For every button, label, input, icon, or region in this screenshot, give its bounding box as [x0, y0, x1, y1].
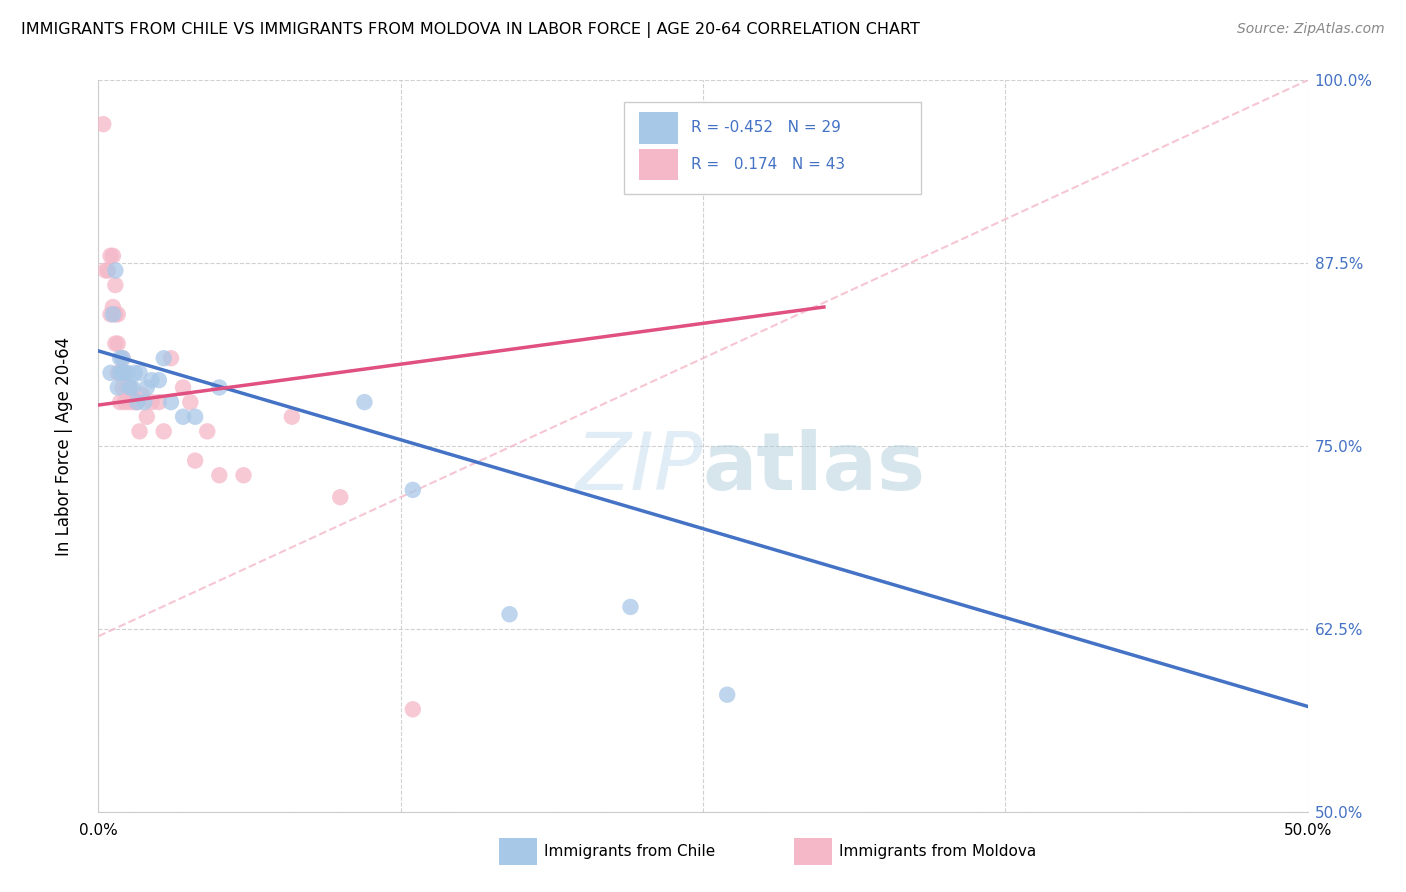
Point: [111, 366, 134, 380]
Point: [402, 483, 425, 497]
Point: [134, 395, 156, 409]
Bar: [638, 149, 678, 180]
Point: [104, 336, 127, 351]
Point: [329, 490, 352, 504]
Point: [498, 607, 520, 622]
Text: IMMIGRANTS FROM CHILE VS IMMIGRANTS FROM MOLDOVA IN LABOR FORCE | AGE 20-64 CORR: IMMIGRANTS FROM CHILE VS IMMIGRANTS FROM…: [21, 22, 920, 38]
Point: [111, 366, 134, 380]
Text: atlas: atlas: [703, 429, 927, 507]
Point: [101, 249, 124, 263]
Point: [208, 468, 231, 483]
Point: [208, 380, 231, 394]
Point: [716, 688, 738, 702]
Point: [117, 380, 139, 394]
Point: [148, 373, 170, 387]
Point: [108, 351, 131, 366]
Point: [111, 351, 134, 366]
Point: [135, 380, 157, 394]
Point: [100, 249, 122, 263]
Point: [353, 395, 375, 409]
Point: [121, 380, 143, 394]
Text: Immigrants from Chile: Immigrants from Chile: [544, 845, 716, 859]
Text: R = -0.452   N = 29: R = -0.452 N = 29: [690, 120, 841, 135]
Point: [107, 380, 129, 394]
Point: [128, 425, 150, 439]
Point: [135, 409, 157, 424]
Point: [195, 425, 218, 439]
Text: Source: ZipAtlas.com: Source: ZipAtlas.com: [1237, 22, 1385, 37]
Point: [118, 380, 141, 394]
Point: [128, 366, 150, 380]
Point: [91, 117, 114, 131]
Point: [100, 366, 122, 380]
Point: [114, 366, 136, 380]
Point: [152, 351, 174, 366]
Point: [141, 373, 163, 387]
Point: [107, 366, 129, 380]
Point: [402, 702, 425, 716]
Point: [104, 307, 127, 321]
Point: [101, 307, 124, 321]
Point: [141, 395, 163, 409]
Point: [107, 336, 129, 351]
Point: [172, 409, 194, 424]
Point: [179, 395, 201, 409]
Point: [118, 395, 141, 409]
Point: [281, 409, 304, 424]
Text: ZIP: ZIP: [575, 429, 703, 507]
Point: [97, 263, 120, 277]
Point: [108, 395, 131, 409]
Point: [104, 278, 127, 293]
Point: [121, 388, 143, 402]
Bar: [638, 112, 678, 144]
Point: [111, 351, 134, 366]
Point: [124, 395, 146, 409]
Point: [108, 366, 131, 380]
Text: Immigrants from Moldova: Immigrants from Moldova: [839, 845, 1036, 859]
Y-axis label: In Labor Force | Age 20-64: In Labor Force | Age 20-64: [55, 336, 73, 556]
Point: [124, 366, 146, 380]
Point: [114, 366, 136, 380]
Point: [107, 307, 129, 321]
Point: [114, 395, 136, 409]
Point: [184, 409, 207, 424]
Point: [160, 395, 183, 409]
Point: [152, 425, 174, 439]
Point: [111, 380, 134, 394]
Point: [108, 366, 131, 380]
Point: [148, 395, 170, 409]
Point: [94, 263, 117, 277]
Point: [101, 300, 124, 314]
Point: [232, 468, 254, 483]
Point: [127, 395, 149, 409]
Point: [131, 388, 153, 402]
Point: [127, 395, 149, 409]
Point: [100, 307, 122, 321]
Point: [619, 599, 641, 614]
Text: R =   0.174   N = 43: R = 0.174 N = 43: [690, 157, 845, 172]
Point: [104, 263, 127, 277]
Bar: [624, 103, 921, 194]
Point: [184, 453, 207, 467]
Point: [108, 366, 131, 380]
Point: [160, 351, 183, 366]
Point: [118, 380, 141, 394]
Point: [172, 380, 194, 394]
Point: [117, 366, 139, 380]
